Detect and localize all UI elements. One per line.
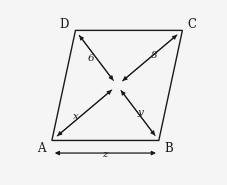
Text: D: D — [59, 18, 69, 31]
Text: x: x — [72, 112, 78, 121]
Text: C: C — [187, 18, 195, 31]
Text: y: y — [136, 108, 142, 117]
Text: 6: 6 — [87, 54, 94, 63]
Text: A: A — [37, 142, 45, 155]
Text: 8: 8 — [150, 51, 157, 60]
Text: z: z — [102, 150, 108, 159]
Text: B: B — [163, 142, 172, 155]
